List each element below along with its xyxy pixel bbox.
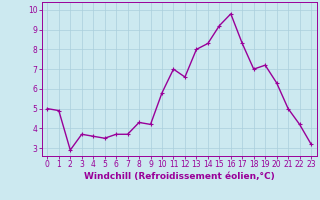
X-axis label: Windchill (Refroidissement éolien,°C): Windchill (Refroidissement éolien,°C) — [84, 172, 275, 181]
